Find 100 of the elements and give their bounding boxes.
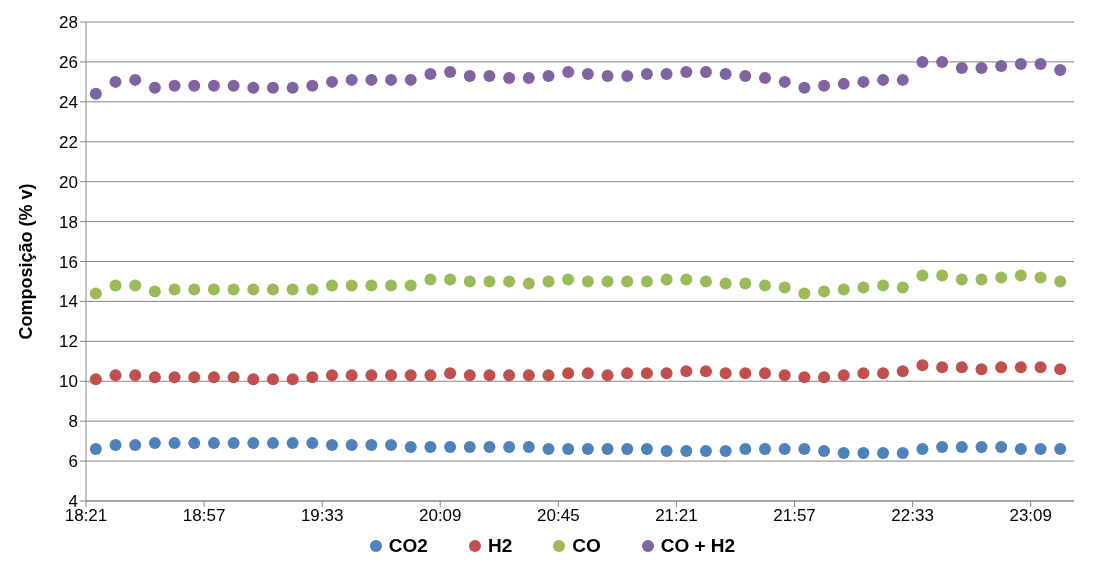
y-tick-label: 24 <box>59 92 78 112</box>
legend-label: H2 <box>487 535 513 557</box>
point <box>522 71 535 84</box>
point <box>798 443 811 456</box>
point <box>542 443 555 456</box>
point <box>562 273 575 286</box>
point <box>148 371 161 384</box>
y-tick-label: 20 <box>59 172 78 192</box>
point <box>877 367 890 380</box>
point <box>916 269 929 282</box>
point <box>286 81 299 94</box>
point <box>168 283 181 296</box>
point <box>89 373 102 386</box>
point <box>306 437 319 450</box>
point <box>1054 63 1067 76</box>
point <box>286 437 299 450</box>
point <box>129 369 142 382</box>
point <box>207 79 220 92</box>
point <box>896 73 909 86</box>
point <box>424 369 437 382</box>
point <box>581 67 594 80</box>
point <box>975 363 988 376</box>
point <box>660 445 673 458</box>
point <box>601 443 614 456</box>
point <box>975 441 988 454</box>
point <box>1034 271 1047 284</box>
point <box>266 283 279 296</box>
point <box>109 75 122 88</box>
point <box>857 447 870 460</box>
point <box>936 441 949 454</box>
point <box>483 275 496 288</box>
x-tick-label: 18:57 <box>182 506 226 526</box>
point <box>818 445 831 458</box>
point <box>188 79 201 92</box>
point <box>345 439 358 452</box>
point <box>483 69 496 82</box>
point <box>759 443 771 456</box>
point <box>207 437 220 450</box>
point <box>1014 361 1027 374</box>
point <box>837 447 850 460</box>
point <box>877 73 890 86</box>
point <box>581 443 594 456</box>
point <box>660 273 673 286</box>
point <box>168 437 181 450</box>
point <box>1034 57 1047 70</box>
point <box>699 65 712 78</box>
point <box>680 65 693 78</box>
point <box>857 367 870 380</box>
point <box>503 369 516 382</box>
y-axis-title: Composição (% v) <box>16 183 37 340</box>
point <box>503 441 516 454</box>
point <box>306 371 319 384</box>
point <box>148 437 161 450</box>
x-tick-label: 20:45 <box>537 506 580 526</box>
point <box>955 61 968 74</box>
point <box>385 369 398 382</box>
point <box>759 279 771 292</box>
point <box>1054 275 1067 288</box>
point <box>699 445 712 458</box>
point <box>503 71 516 84</box>
point <box>818 285 831 298</box>
x-tick-label: 19:33 <box>300 506 344 526</box>
point <box>109 439 122 452</box>
point <box>719 367 732 380</box>
point <box>89 87 102 100</box>
point <box>345 279 358 292</box>
point <box>975 273 988 286</box>
point <box>798 81 811 94</box>
point <box>129 439 142 452</box>
point <box>896 447 909 460</box>
point <box>207 371 220 384</box>
point <box>168 79 181 92</box>
point <box>345 73 358 86</box>
point <box>129 73 142 86</box>
y-tick-label: 14 <box>59 292 78 312</box>
point <box>936 55 949 68</box>
point <box>444 273 457 286</box>
point <box>955 361 968 374</box>
point <box>148 81 161 94</box>
point <box>818 371 831 384</box>
point <box>995 361 1008 374</box>
x-tick-label: 21:21 <box>655 506 698 526</box>
point <box>995 59 1008 72</box>
point <box>778 75 791 88</box>
point <box>404 279 417 292</box>
point <box>955 273 968 286</box>
point <box>542 369 555 382</box>
point <box>522 369 535 382</box>
y-tick-label: 10 <box>59 372 78 392</box>
point <box>719 277 732 290</box>
point <box>463 275 476 288</box>
point <box>778 281 791 294</box>
point <box>798 287 811 300</box>
point <box>266 81 279 94</box>
legend-label: CO + H2 <box>660 535 736 557</box>
point <box>621 275 634 288</box>
y-tick-label: 6 <box>68 452 78 472</box>
point <box>227 79 240 92</box>
point <box>837 369 850 382</box>
point <box>621 367 634 380</box>
